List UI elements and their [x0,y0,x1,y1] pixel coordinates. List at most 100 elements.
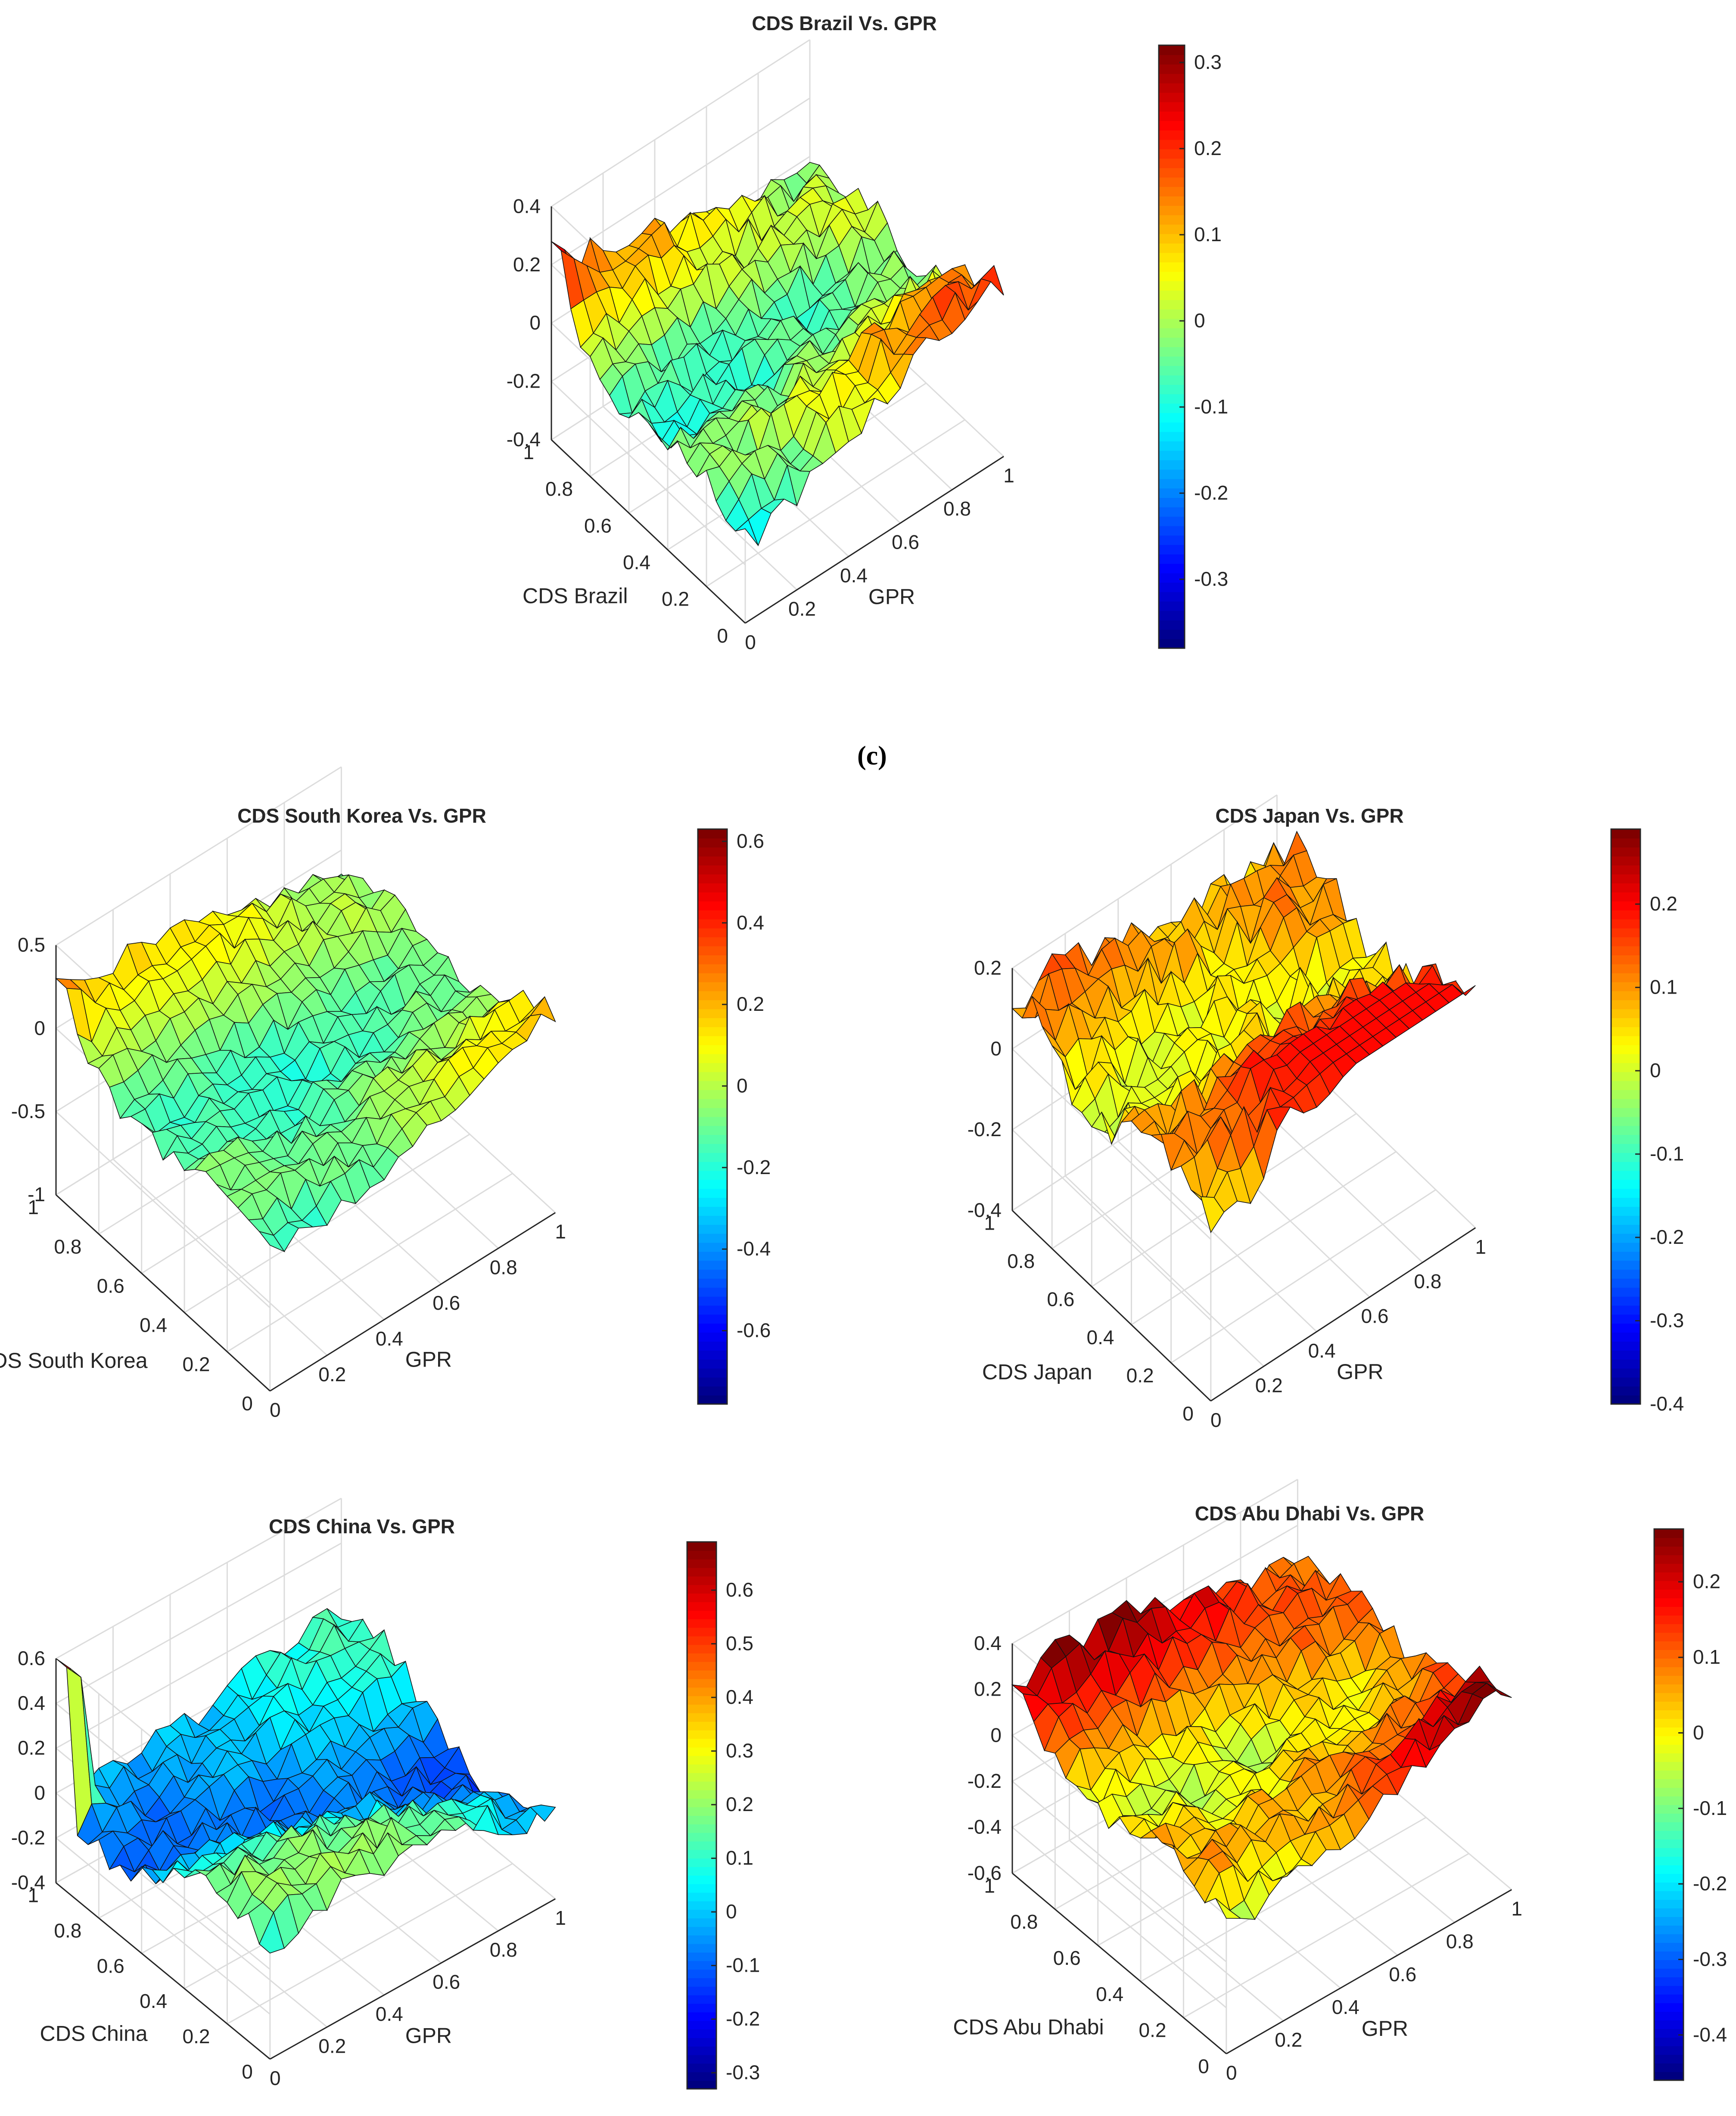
y-tick-label: 0.8 [1007,1250,1035,1272]
colorbar-segment [1611,865,1640,875]
colorbar-tick-label: 0.1 [726,1847,753,1869]
colorbar-segment [1159,563,1185,573]
colorbar-segment [1654,2054,1683,2063]
colorbar-segment [1159,252,1185,263]
surface [551,162,1004,547]
colorbar-segment [1654,1658,1683,1667]
colorbar-segment [1611,1098,1640,1108]
colorbar-segment [698,829,727,839]
x-tick-label: 0.8 [1414,1270,1441,1293]
colorbar-segment [1654,2046,1683,2055]
z-tick-label: 0.2 [18,1737,45,1759]
colorbar-segment [1611,1260,1640,1270]
colorbar-segment [698,1206,727,1216]
colorbar-tick-label: 0.3 [1194,51,1222,73]
colorbar-segment [687,1798,716,1808]
colorbar-frame [1610,828,1641,1405]
colorbar-tick-label: 0.2 [726,1793,753,1815]
y-tick-label: 0 [717,625,728,647]
colorbar-tick-label: 0.1 [1650,976,1677,998]
grid-line [112,1850,328,2028]
x-tick-label: 0.4 [376,1327,403,1350]
colorbar-tick-label: -0.3 [1693,1948,1727,1970]
colorbar-segment [1159,111,1185,121]
surface-patch [529,1804,556,1822]
colorbar-segment [687,1764,716,1773]
colorbar-segment [687,1593,716,1602]
colorbar-segment [1159,422,1185,432]
colorbar-segment [698,1009,727,1019]
colorbar-segment [698,1359,727,1369]
colorbar-segment [687,1969,716,1979]
colorbar-segment [1611,982,1640,991]
colorbar-segment [698,928,727,938]
colorbar-segment [698,1368,727,1378]
colorbar-segment [698,1314,727,1324]
colorbar-tick-label: 0.1 [1693,1646,1720,1668]
colorbar-segment [698,982,727,991]
z-tick-label: -0.2 [968,1118,1002,1140]
colorbar-segment [1159,375,1185,385]
colorbar-tick-label: 0.1 [1194,223,1222,245]
colorbar-segment [1611,1134,1640,1144]
colorbar-segment [687,1542,716,1551]
colorbar-segment [1611,1081,1640,1090]
colorbar-segment [1611,1341,1640,1351]
y-tick-label: 0.8 [54,1919,81,1942]
colorbar-segment [1654,1667,1683,1676]
colorbar-segment [687,1704,716,1713]
colorbar: -0.4 -0.3 -0.2 -0.1 0 0.1 0.2 [1653,1528,1727,2081]
colorbar-segment [687,1696,716,1705]
x-axis-line [270,1212,556,1392]
colorbar-segment [1611,1278,1640,1288]
colorbar-segment [698,1215,727,1225]
colorbar: -0.3 -0.2 -0.1 0 0.1 0.2 0.3 0.4 0.5 0.6 [686,1541,760,2090]
z-tick-label: -0.5 [11,1100,45,1122]
colorbar-tick-label: -0.1 [1650,1143,1684,1165]
y-tick-label: 0.6 [1053,1947,1081,1969]
colorbar-segment [687,1918,716,1927]
y-tick-label: 1 [984,1212,995,1234]
colorbar-segment [1611,847,1640,857]
colorbar-segment [698,847,727,857]
colorbar-segment [1611,991,1640,1001]
colorbar-segment [687,1756,716,1765]
colorbar-segment [687,1867,716,1876]
colorbar-segment [687,1601,716,1611]
colorbar-tick-label: 0 [1650,1059,1661,1081]
colorbar-segment [1611,1224,1640,1234]
colorbar-tick-label: 0.3 [726,1740,753,1762]
colorbar-tick-label: -0.4 [1693,2023,1727,2046]
chart-abu_dhabi: 00.20.40.60.8100.20.40.60.81-0.6-0.4-0.2… [953,1479,1727,2084]
colorbar-segment [1611,1215,1640,1225]
colorbar-segment [698,910,727,920]
colorbar-segment [687,1636,716,1645]
colorbar-segment [1654,1762,1683,1771]
chart-title: CDS China Vs. GPR [269,1515,455,1538]
surface [1011,830,1476,1234]
colorbar-segment [1159,271,1185,281]
colorbar-segment [1159,73,1185,84]
colorbar-segment [1654,1779,1683,1788]
colorbar-segment [687,1961,716,1970]
colorbar-segment [1159,328,1185,338]
colorbar-segment [1159,102,1185,112]
colorbar-segment [698,1053,727,1063]
colorbar-segment [1611,874,1640,884]
chart-title: CDS Japan Vs. GPR [1215,805,1403,827]
colorbar-segment [1611,1072,1640,1081]
colorbar-segment [698,963,727,973]
colorbar-segment [1159,554,1185,564]
colorbar-segment [1611,838,1640,848]
y-axis-label: CDS Japan [982,1360,1092,1384]
colorbar-segment [1611,1107,1640,1117]
colorbar-segment [1159,121,1185,131]
y-tick-label: 0.4 [140,1314,167,1336]
colorbar-segment [1159,403,1185,413]
colorbar-segment [1611,901,1640,910]
colorbar-segment [687,2012,716,2021]
colorbar-segment [687,1952,716,1961]
colorbar-segment [1654,1805,1683,1814]
z-tick-label: -0.2 [507,370,541,392]
chart-title: CDS Brazil Vs. GPR [752,12,936,34]
